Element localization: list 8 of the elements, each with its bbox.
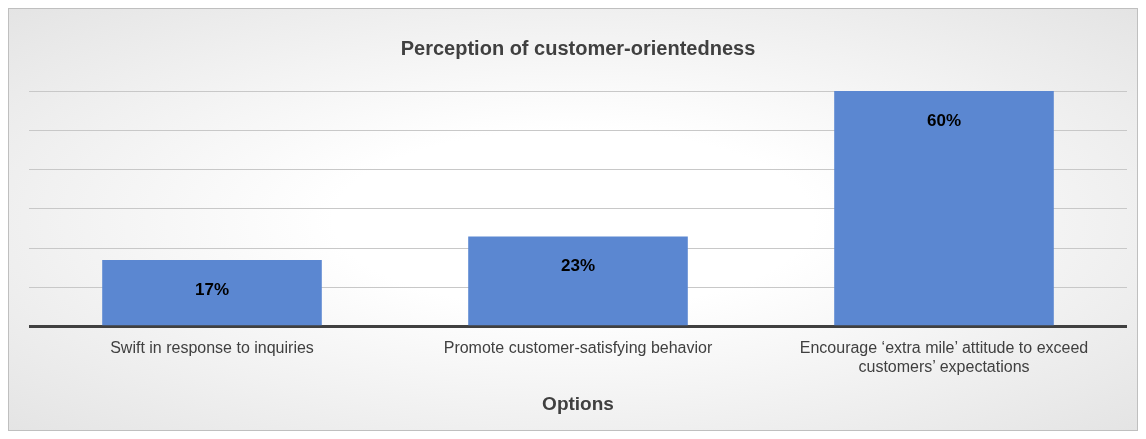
x-tick-label: Encourage ‘extra mile’ attitude to exceed customers’ expectations: [799, 338, 1089, 376]
data-label: 17%: [194, 279, 230, 299]
x-axis-title: Options: [542, 392, 614, 414]
data-label: 23%: [560, 256, 596, 276]
x-tick-label: Promote customer-satisfying behavior: [443, 338, 713, 356]
chart-title: Perception of customer-orientedness: [400, 36, 756, 59]
x-tick-label: Swift in response to inquiries: [110, 338, 314, 356]
data-label: 60%: [926, 110, 962, 130]
